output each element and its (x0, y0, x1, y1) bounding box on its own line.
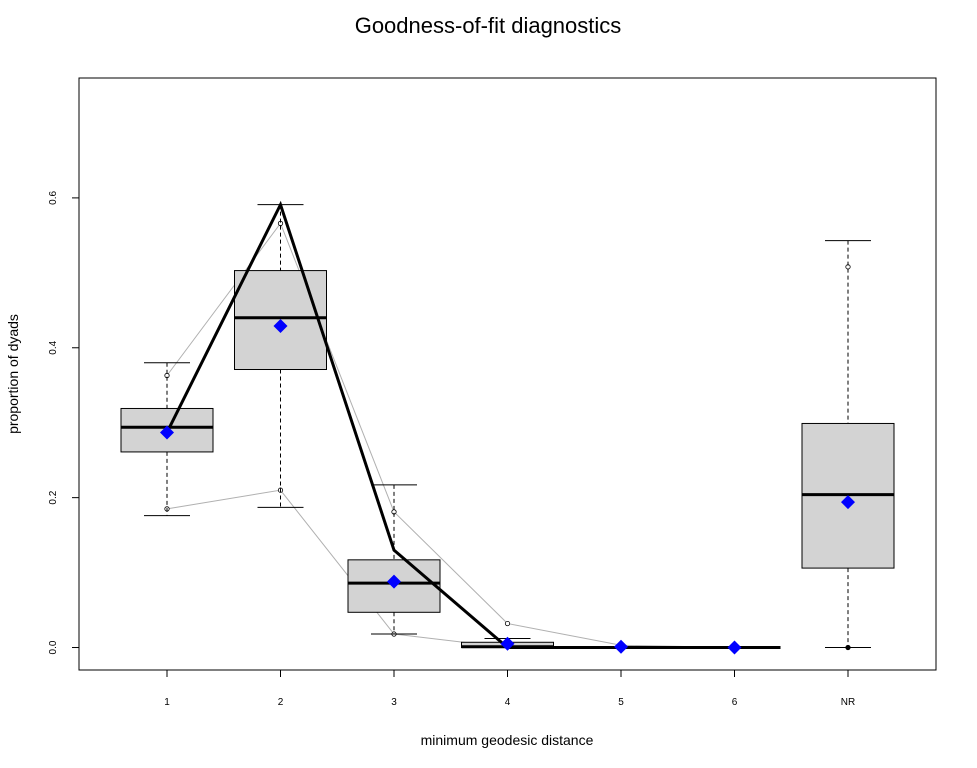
x-tick-label: 5 (618, 697, 624, 708)
nr-low-point (845, 645, 851, 650)
x-tick-label: 4 (505, 697, 511, 708)
upper-quantile-point (504, 620, 511, 627)
y-axis-label: proportion of dyads (5, 314, 21, 434)
box-3 (347, 484, 441, 635)
y-tick-label: 0.2 (48, 490, 59, 504)
box-2 (234, 204, 327, 508)
mean-markers (160, 319, 855, 655)
mean-marker (727, 640, 742, 655)
x-axis: 1 2 3 4 5 6 NR (164, 669, 855, 708)
lower-quantile-line (166, 489, 735, 649)
y-tick-label: 0.6 (48, 191, 59, 205)
upper-quantile-line (166, 222, 735, 649)
observed-line (165, 200, 851, 650)
y-axis: 0.0 0.2 0.4 0.6 (48, 191, 80, 654)
mean-marker (614, 639, 628, 654)
mean-marker (160, 425, 174, 440)
x-tick-label: 2 (278, 697, 284, 708)
observed-series-line (165, 200, 735, 650)
x-tick-label: 1 (164, 697, 170, 708)
mean-marker (841, 495, 855, 510)
chart-title: Goodness-of-fit diagnostics (355, 13, 622, 38)
y-tick-label: 0.4 (48, 340, 59, 354)
mean-marker (273, 319, 288, 334)
x-tick-label: 6 (732, 697, 738, 708)
y-tick-label: 0.0 (48, 640, 59, 654)
mean-marker (387, 574, 401, 589)
box-NR (801, 240, 895, 649)
plot-frame (78, 77, 937, 671)
x-axis-label: minimum geodesic distance (421, 732, 594, 748)
x-tick-label: 3 (391, 697, 397, 708)
mean-marker (500, 636, 515, 651)
x-tick-label: NR (841, 697, 855, 708)
boxes (120, 204, 895, 650)
